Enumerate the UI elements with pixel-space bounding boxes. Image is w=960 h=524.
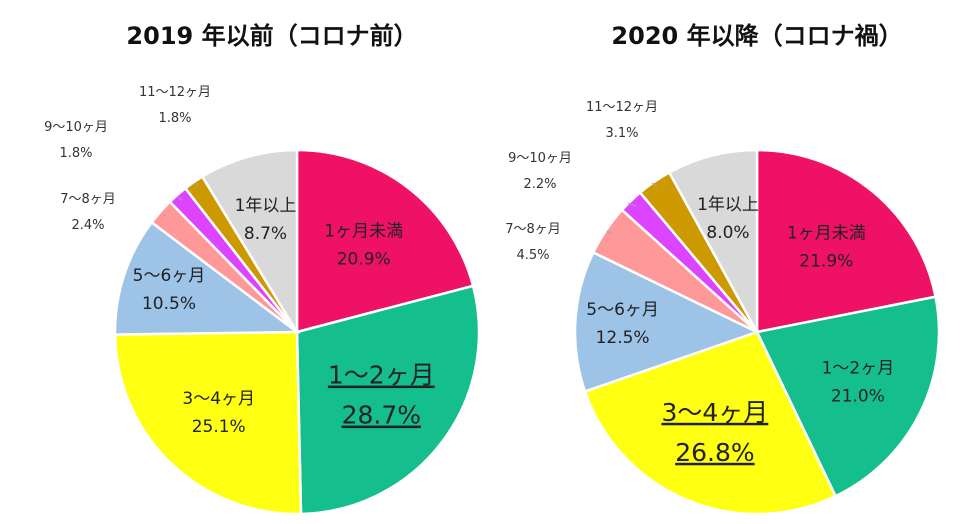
pie-2019-slice-1y-plus — [200, 148, 299, 337]
pie-2019-leader-7-8m — [163, 213, 167, 217]
pie-2019-label-5-6m: 5〜6ヶ月 — [133, 266, 206, 286]
pie-2020-label-3-4m: 3〜4ヶ月 — [661, 398, 768, 427]
pie-2020-value-5-6m: 12.5% — [596, 328, 650, 348]
pie-2020-slice-1y-plus — [667, 148, 759, 333]
chart-title-2019: 2019 年以前（コロナ前） — [126, 22, 417, 50]
pie-2019-slice-3-4m — [113, 330, 303, 516]
pie-2020-label-9-10m: 9〜10ヶ月 — [508, 151, 572, 166]
pie-2020-value-9-10m: 2.2% — [523, 177, 556, 192]
pie-2020-slice-1-2m — [755, 295, 941, 498]
pie-2020-label-lt1m: 1ヶ月未満 — [787, 224, 866, 244]
pie-2020-label-11-12m: 11〜12ヶ月 — [586, 100, 658, 115]
pie-2020-label-1-2m: 1〜2ヶ月 — [822, 359, 895, 379]
pie-2020-leader-11-12m — [651, 182, 659, 189]
pie-2019-label-lt1m: 1ヶ月未満 — [324, 222, 403, 242]
pie-2019-label-1y-plus: 1年以上 — [235, 196, 297, 216]
pie-2019: 1ヶ月未満 20.9% 1〜2ヶ月 28.7% 3〜4ヶ月 25.1% 5〜6ヶ月 10.5%… — [44, 85, 481, 516]
pie-2019-value-1y-plus: 8.7% — [244, 224, 287, 244]
pie-2019-slice-lt1m — [295, 148, 475, 334]
pie-2020-leader-9-10m — [627, 202, 636, 207]
pie-2020-value-3-4m: 26.8% — [675, 438, 754, 467]
pie-2020-value-1y-plus: 8.0% — [706, 223, 749, 243]
pie-2019-value-9-10m: 1.8% — [59, 146, 92, 161]
pie-2020-label-5-6m: 5〜6ヶ月 — [586, 300, 659, 320]
pie-2019-slice-1-2m — [295, 284, 481, 516]
pie-2019-slice-5-6m — [113, 220, 301, 336]
pie-2019-value-3-4m: 25.1% — [192, 417, 246, 437]
pie-2019-label-1-2m: 1〜2ヶ月 — [328, 361, 435, 390]
pie-2020-value-7-8m: 4.5% — [516, 248, 549, 263]
pie-2020: 1ヶ月未満 21.9% 1〜2ヶ月 21.0% 3〜4ヶ月 26.8% 5〜6ヶ月 12.5%… — [505, 100, 941, 516]
pie-2019-value-5-6m: 10.5% — [142, 294, 196, 314]
pie-2020-leader-7-8m — [606, 230, 613, 235]
pie-2020-label-7-8m: 7〜8ヶ月 — [505, 222, 561, 237]
pie-2019-label-3-4m: 3〜4ヶ月 — [182, 389, 255, 409]
pie-2020-label-1y-plus: 1年以上 — [697, 195, 759, 215]
chart-title-2020: 2020 年以降（コロナ禍） — [611, 22, 902, 50]
pie-2020-slice-3-4m — [583, 330, 838, 516]
pie-2019-value-lt1m: 20.9% — [337, 250, 391, 270]
pie-2020-value-1-2m: 21.0% — [831, 387, 885, 407]
pie-2019-leader-11-12m — [195, 181, 199, 189]
pie-2020-slice-lt1m — [755, 148, 938, 334]
pie-2019-label-11-12m: 11〜12ヶ月 — [139, 85, 211, 100]
pie-2019-leader-9-10m — [177, 196, 183, 201]
pie-2020-value-lt1m: 21.9% — [799, 252, 853, 272]
pie-2019-value-1-2m: 28.7% — [342, 401, 421, 430]
pie-2020-slice-5-6m — [573, 250, 761, 394]
pie-2019-label-7-8m: 7〜8ヶ月 — [60, 192, 116, 207]
pie-2020-value-11-12m: 3.1% — [605, 126, 638, 141]
pie-2019-label-9-10m: 9〜10ヶ月 — [44, 120, 108, 135]
pie-2019-value-7-8m: 2.4% — [71, 218, 104, 233]
pie-2019-value-11-12m: 1.8% — [158, 111, 191, 126]
